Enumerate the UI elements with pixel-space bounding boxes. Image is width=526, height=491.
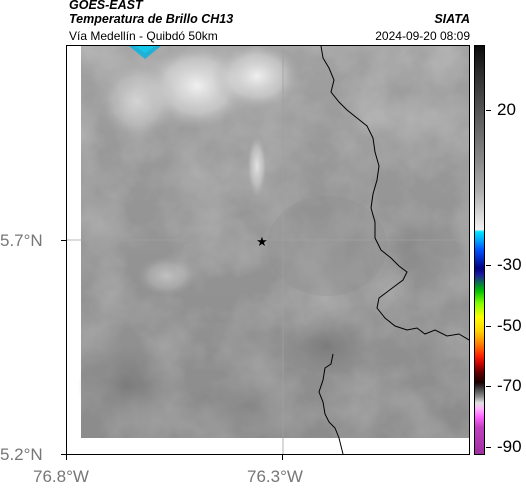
colorbar-tick <box>486 326 491 327</box>
colorbar-label: -50 <box>497 316 522 335</box>
location-star-icon: ★ <box>256 235 268 250</box>
colorbar-tick <box>486 265 491 266</box>
colorbar-label: -30 <box>497 255 522 274</box>
lon-label: 76.3°W <box>247 467 303 486</box>
lat-tick <box>61 240 66 241</box>
colorbar-tick <box>486 447 491 448</box>
colorbar-label: 20 <box>497 100 516 119</box>
colorbar-tick <box>486 386 491 387</box>
colorbar-label: -70 <box>497 376 522 395</box>
temperature-colorbar <box>474 45 485 455</box>
lon-label: 76.8°W <box>33 467 89 486</box>
colorbar-label: -90 <box>497 437 522 456</box>
coastline <box>318 46 469 454</box>
lat-label: 5.2°N <box>0 445 43 464</box>
lat-tick <box>61 454 66 455</box>
route-subtitle: Vía Medellín - Quibdó 50km <box>69 29 218 43</box>
colorbar-tick <box>486 110 491 111</box>
product-title: Temperatura de Brillo CH13 <box>69 12 234 26</box>
lat-label: 5.7°N <box>0 231 43 250</box>
lon-tick <box>282 455 283 460</box>
brightness-temperature-field <box>77 46 469 438</box>
organization-label: SIATA <box>434 12 470 26</box>
satellite-title: GOES-EAST <box>69 0 143 12</box>
satellite-map[interactable]: ★ <box>66 45 470 455</box>
lon-tick <box>66 455 67 460</box>
datetime-label: 2024-09-20 08:09 <box>375 29 470 43</box>
map-canvas: ★ <box>67 46 469 454</box>
